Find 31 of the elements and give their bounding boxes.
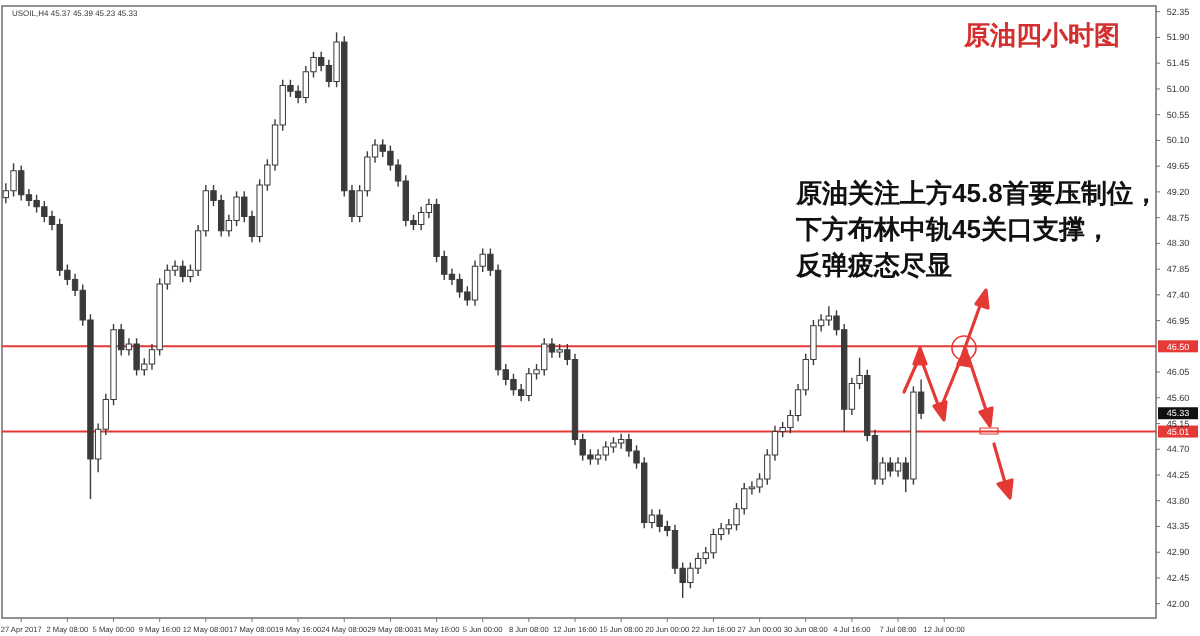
- candlestick: [510, 373, 517, 397]
- candlestick: [541, 337, 548, 377]
- candlestick: [179, 259, 186, 283]
- text: 原油四小时图: [962, 20, 1120, 50]
- candlestick: [671, 524, 679, 575]
- candlestick: [471, 259, 479, 307]
- candlestick: [218, 194, 225, 238]
- candlestick: [133, 337, 140, 377]
- candlestick: [825, 305, 832, 327]
- candlestick: [56, 218, 63, 277]
- candlestick: [594, 448, 602, 466]
- candlestick: [10, 162, 17, 198]
- candlestick: [602, 440, 609, 462]
- candlestick: [18, 164, 25, 202]
- candlestick: [894, 456, 902, 478]
- candlestick: [887, 456, 894, 478]
- candlestick: [171, 259, 179, 277]
- candlestick: [41, 200, 48, 223]
- candlestick: [617, 433, 625, 450]
- annotation: 反弹疲态尽显: [794, 250, 952, 280]
- candlestick: [417, 206, 425, 231]
- annotation: 原油关注上方45.8首要压制位，: [794, 178, 1159, 208]
- candlestick: [710, 528, 717, 560]
- candlestick: [456, 272, 463, 299]
- annotation: 下方布林中轨45关口支撑，: [794, 214, 1111, 244]
- candlestick: [694, 552, 702, 575]
- candlestick: [656, 508, 663, 533]
- candlestick: [302, 65, 309, 104]
- candlestick: [687, 561, 694, 589]
- candlestick: [525, 367, 533, 402]
- candlestick: [625, 433, 633, 458]
